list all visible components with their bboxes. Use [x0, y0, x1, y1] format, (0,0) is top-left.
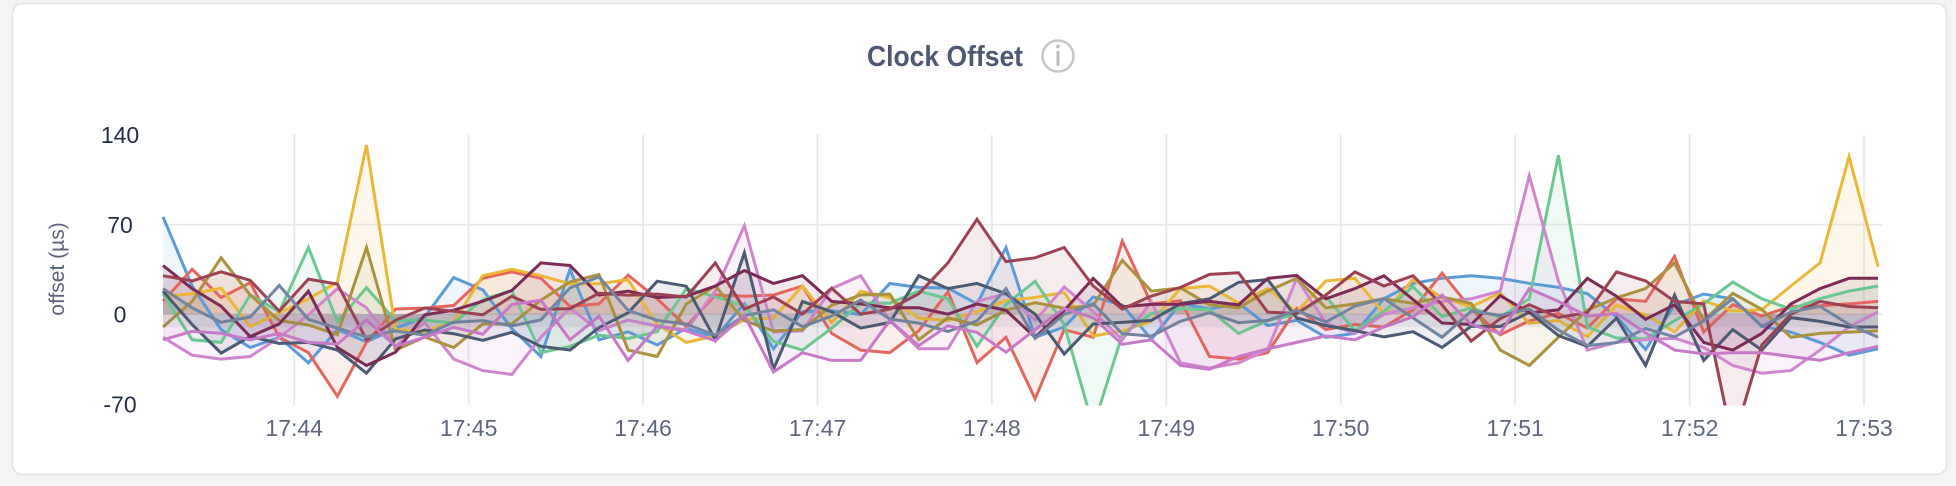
svg-text:-70: -70 [103, 391, 136, 417]
svg-text:140: 140 [101, 122, 139, 148]
svg-text:70: 70 [107, 212, 133, 238]
svg-text:0: 0 [114, 302, 127, 328]
svg-text:Clock Offset: Clock Offset [867, 41, 1023, 73]
svg-text:17:47: 17:47 [789, 415, 847, 441]
svg-text:17:45: 17:45 [440, 415, 498, 441]
svg-text:17:46: 17:46 [614, 415, 672, 441]
svg-text:17:48: 17:48 [963, 415, 1021, 441]
svg-text:17:50: 17:50 [1312, 415, 1370, 441]
svg-text:17:51: 17:51 [1486, 415, 1544, 441]
svg-text:17:44: 17:44 [265, 415, 323, 441]
svg-text:17:52: 17:52 [1661, 415, 1719, 441]
svg-text:offset (µs): offset (µs) [46, 222, 69, 315]
svg-text:17:53: 17:53 [1835, 415, 1893, 441]
svg-text:17:49: 17:49 [1138, 415, 1196, 441]
